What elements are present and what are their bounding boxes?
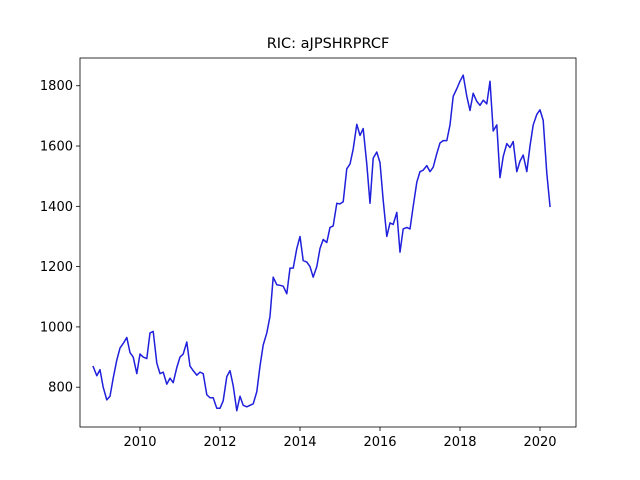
plot-frame — [79, 57, 577, 428]
x-tick-label: 2012 — [203, 435, 236, 450]
series-line-0 — [92, 74, 551, 412]
x-axis: 2010 2012 2014 2016 2018 2020 — [123, 427, 557, 450]
x-tick-label: 2010 — [123, 435, 156, 450]
y-tick-label: 1600 — [40, 140, 73, 155]
y-axis: 800 1000 1200 1400 1600 1800 — [40, 79, 80, 396]
x-tick-label: 2014 — [283, 435, 316, 450]
y-tick-label: 1000 — [40, 320, 73, 335]
x-tick-label: 2018 — [443, 435, 476, 450]
x-tick-label: 2016 — [363, 435, 396, 450]
y-tick-label: 1200 — [40, 260, 73, 275]
y-tick-label: 800 — [48, 381, 73, 396]
chart-title: RIC: aJPSHRPRCF — [267, 36, 390, 52]
y-tick-label: 1400 — [40, 200, 73, 215]
x-tick-label: 2020 — [523, 435, 556, 450]
y-tick-label: 1800 — [40, 79, 73, 94]
plot-area — [79, 57, 577, 428]
